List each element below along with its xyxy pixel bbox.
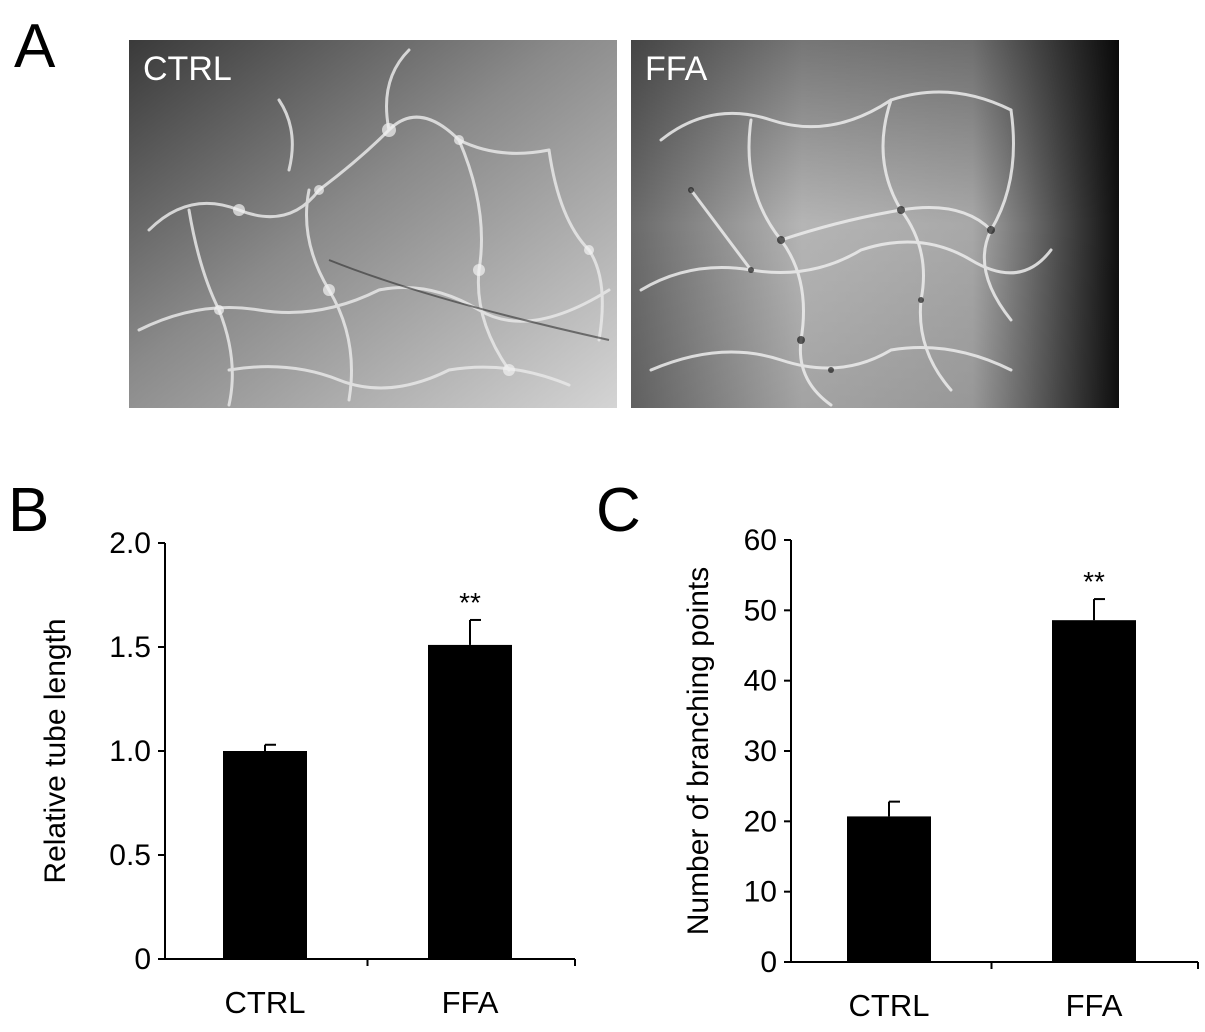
chart-b-category-label-ffa: FFA bbox=[442, 985, 499, 1020]
chart-c-significance-ffa: ** bbox=[1083, 566, 1105, 597]
chart-b-category-label-ctrl: CTRL bbox=[225, 985, 306, 1020]
chart-b-y-axis-title: Relative tube length bbox=[39, 618, 72, 883]
chart-c-y-tick-label: 10 bbox=[744, 876, 777, 909]
panel-letter-a: A bbox=[14, 12, 56, 81]
panel-letter-b: B bbox=[8, 476, 50, 545]
micrograph-ffa-image bbox=[631, 40, 1119, 408]
chart-b-significance-ffa: ** bbox=[459, 587, 481, 618]
chart-b-y-tick-label: 0 bbox=[134, 943, 151, 976]
chart-c-y-tick-label: 20 bbox=[744, 805, 777, 838]
chart-c-y-tick-label: 0 bbox=[760, 946, 777, 979]
micrograph-ffa: FFA bbox=[631, 40, 1119, 408]
chart-b-y-tick-label: 2.0 bbox=[109, 527, 151, 560]
chart-c-category-label-ctrl: CTRL bbox=[849, 988, 930, 1023]
chart-b-y-tick-label: 1.5 bbox=[109, 631, 151, 664]
chart-c-y-tick-label: 60 bbox=[744, 524, 777, 557]
chart-c-y-tick-label: 50 bbox=[744, 594, 777, 627]
chart-c-y-tick-label: 30 bbox=[744, 735, 777, 768]
micrograph-label-ffa: FFA bbox=[645, 50, 708, 88]
chart-b-y-tick-label: 0.5 bbox=[109, 839, 151, 872]
chart-c-y-tick-label: 40 bbox=[744, 665, 777, 698]
micrograph-label-ctrl: CTRL bbox=[143, 50, 232, 88]
chart-c-bar-ctrl bbox=[847, 816, 931, 962]
chart-b-y-tick-label: 1.0 bbox=[109, 735, 151, 768]
chart-b-bar-ctrl bbox=[223, 751, 307, 959]
micrograph-ctrl-image bbox=[129, 40, 617, 408]
panel-letter-c: C bbox=[596, 476, 641, 545]
chart-c-y-axis-title: Number of branching points bbox=[682, 567, 715, 936]
chart-c-bar-ffa bbox=[1052, 620, 1136, 962]
chart-b-bar-ffa bbox=[428, 644, 512, 959]
micrograph-ctrl: CTRL bbox=[129, 40, 617, 408]
chart-c-category-label-ffa: FFA bbox=[1066, 988, 1123, 1023]
